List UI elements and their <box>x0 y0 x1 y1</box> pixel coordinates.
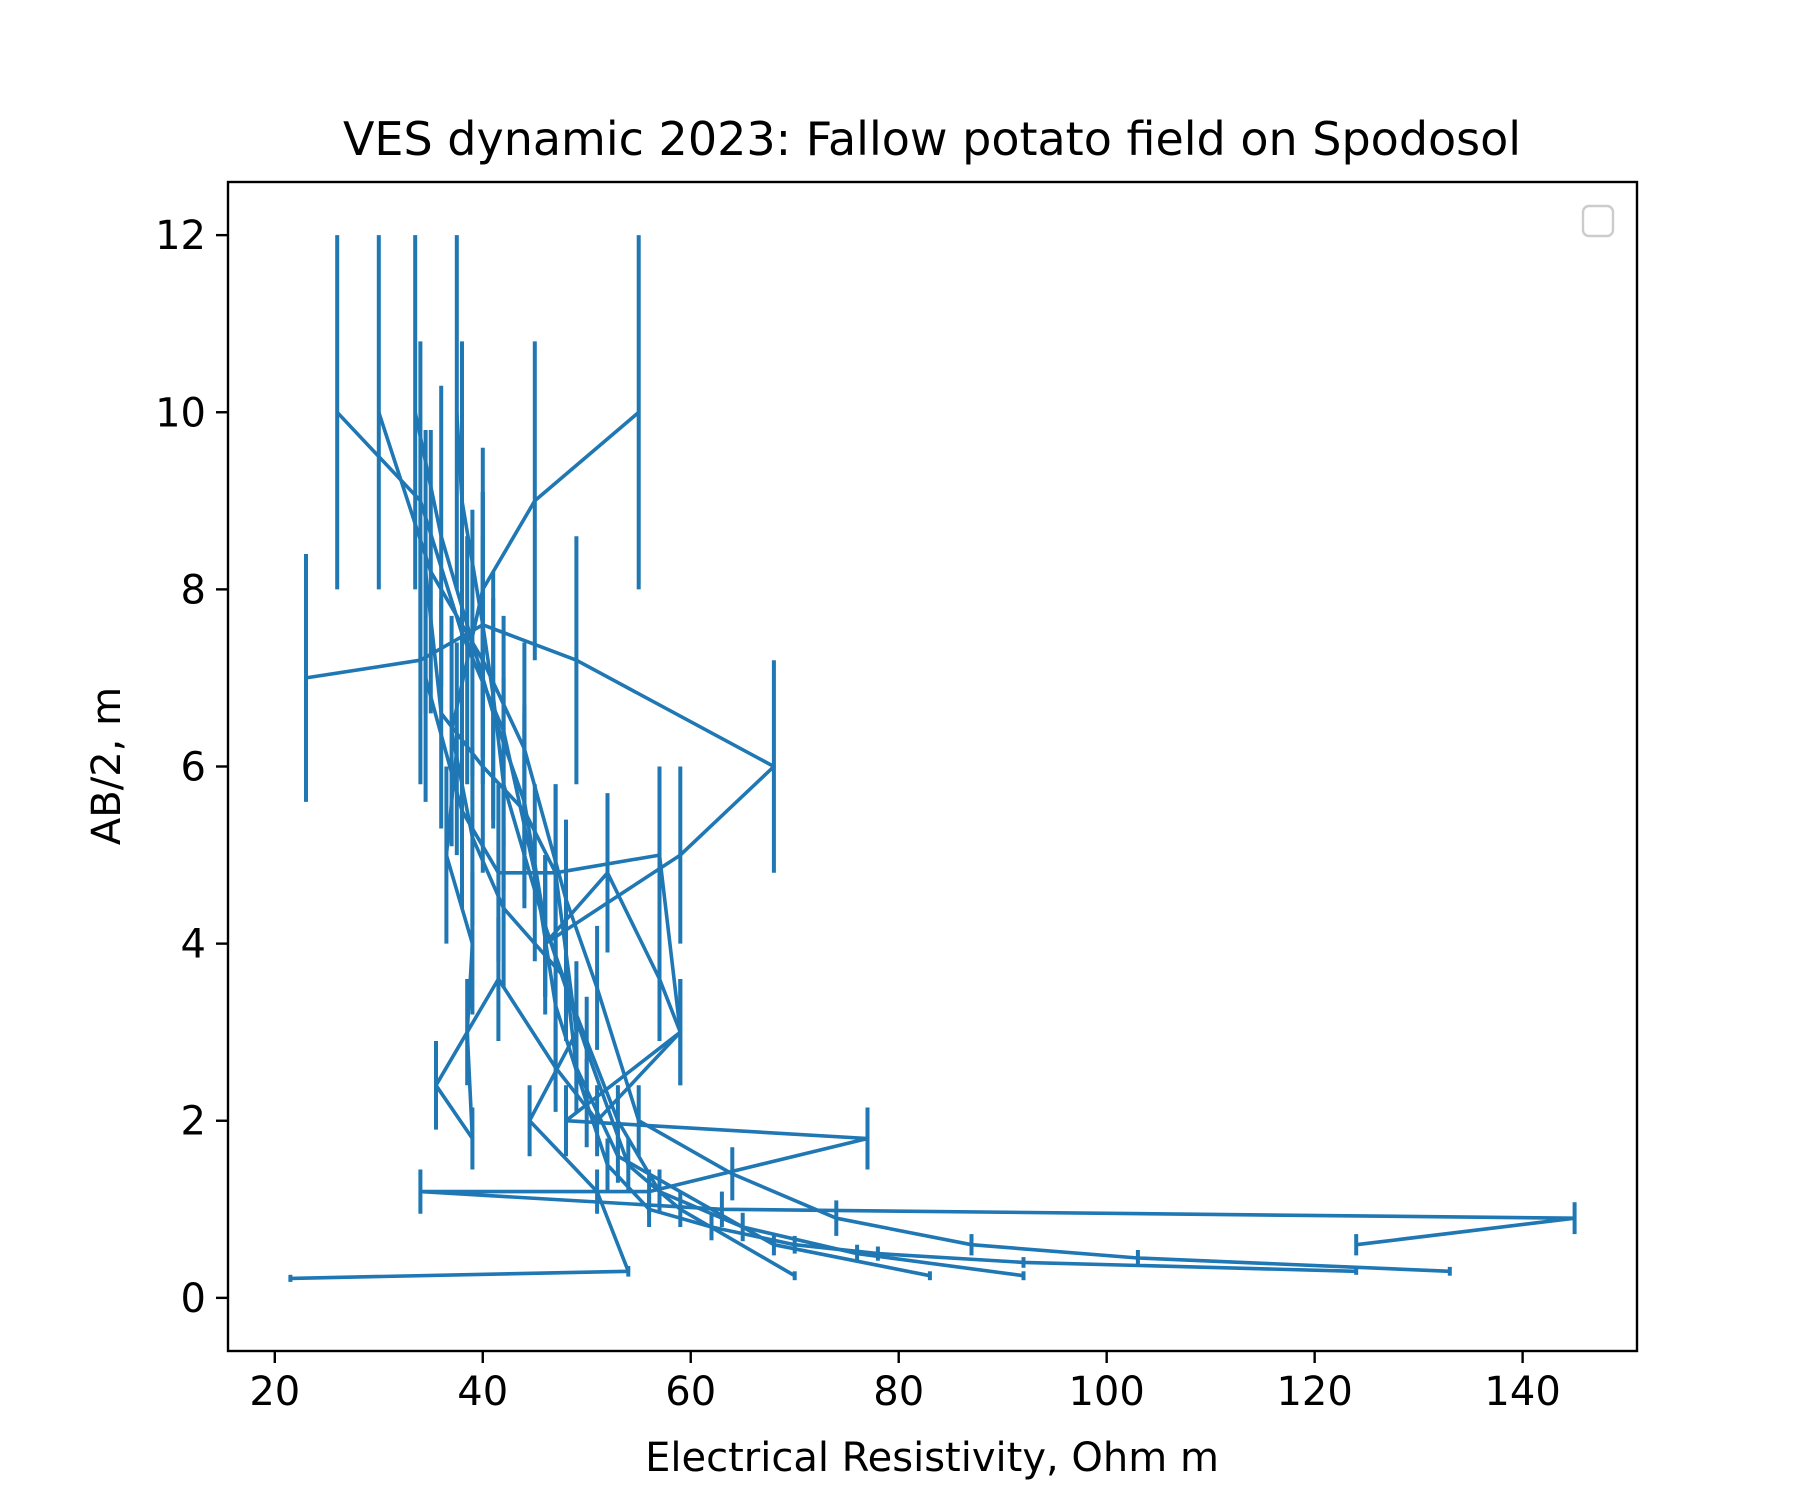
y-tick-label: 6 <box>181 745 206 791</box>
x-tick-label: 100 <box>1068 1369 1144 1415</box>
x-tick-label: 80 <box>873 1369 924 1415</box>
y-axis: 0 2 4 6 8 10 12 <box>155 213 228 1322</box>
series-line <box>413 411 1024 1278</box>
series-8 <box>423 554 683 1170</box>
y-axis-label: AB/2, m <box>84 687 130 845</box>
y-tick-label: 10 <box>155 390 206 436</box>
y-tick-label: 12 <box>155 213 206 259</box>
x-tick-label: 60 <box>665 1369 716 1415</box>
legend-box <box>1581 204 1615 238</box>
chart-marks <box>288 235 1577 1282</box>
series-1 <box>335 235 1359 1275</box>
chart-title: VES dynamic 2023: Fallow potato field on… <box>343 112 1521 166</box>
series-line <box>449 410 931 1278</box>
x-axis-label: Electrical Resistivity, Ohm m <box>645 1435 1219 1481</box>
x-tick-label: 140 <box>1484 1369 1560 1415</box>
y-tick-label: 2 <box>181 1099 206 1145</box>
x-tick-label: 40 <box>457 1369 508 1415</box>
series-6 <box>304 492 1577 1256</box>
x-tick-label: 120 <box>1276 1369 1352 1415</box>
x-axis: 20 40 60 80 100 120 140 <box>249 1351 1561 1415</box>
x-tick-label: 20 <box>249 1369 300 1415</box>
y-tick-label: 4 <box>181 922 206 968</box>
y-tick-label: 0 <box>181 1276 206 1322</box>
series-3 <box>413 235 1026 1281</box>
series-line <box>455 412 796 1278</box>
y-tick-label: 8 <box>181 567 206 613</box>
series-2 <box>376 235 1452 1276</box>
